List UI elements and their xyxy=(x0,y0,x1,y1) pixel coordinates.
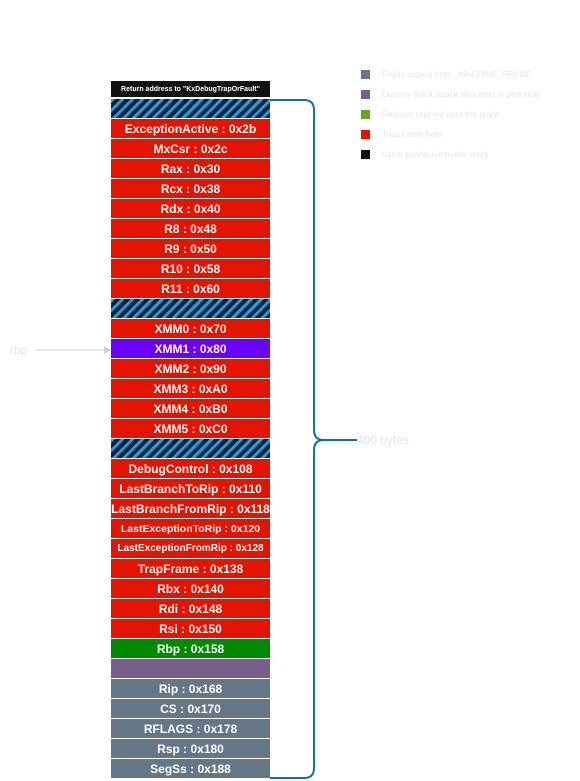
legend-item: Trap frame field xyxy=(361,124,539,144)
legend-swatch xyxy=(361,149,370,159)
stack-cell-cs: CS : 0x170 xyxy=(111,699,270,719)
legend-item: Value pushed onto the stack xyxy=(361,144,539,164)
stack-cell-return-address-to-kxdebugtraporfault: Return address to "KxDebugTrapOrFault" xyxy=(111,81,270,99)
stack-cell-pad-18 xyxy=(111,439,270,459)
stack-cell-r8: R8 : 0x48 xyxy=(111,219,270,239)
stack-diagram: Return address to "KxDebugTrapOrFault" Ex… xyxy=(111,81,270,779)
stack-cell-rax: Rax : 0x30 xyxy=(111,159,270,179)
stack-cell-lastexceptionfromrip: LastExceptionFromRip : 0x128 xyxy=(111,539,270,559)
stack-cell-pad-11 xyxy=(111,299,270,319)
stack-cell-xmm0: XMM0 : 0x70 xyxy=(111,319,270,339)
stack-cell-trapframe: TrapFrame : 0x138 xyxy=(111,559,270,579)
stack-size-label: 400 bytes xyxy=(357,433,410,447)
stack-cell-rcx: Rcx : 0x38 xyxy=(111,179,270,199)
stack-cell-rdi: Rdi : 0x148 xyxy=(111,599,270,619)
stack-cell-r9: R9 : 0x50 xyxy=(111,239,270,259)
legend-item: Fields copied from _MACHINE_FRAME xyxy=(361,64,539,84)
stack-cell-rsp: Rsp : 0x180 xyxy=(111,739,270,759)
legend-item: Dummy stack space allocated in prologue xyxy=(361,84,539,104)
legend-label: Value pushed onto the stack xyxy=(382,149,489,159)
stack-cell-pad-1 xyxy=(111,99,270,119)
stack-cell-xmm3: XMM3 : 0xA0 xyxy=(111,379,270,399)
legend-swatch xyxy=(361,69,370,79)
rbp-arrow xyxy=(36,346,111,354)
legend: Fields copied from _MACHINE_FRAME Dummy s… xyxy=(361,64,539,164)
legend-swatch xyxy=(361,129,370,139)
stack-cell-exceptionactive: ExceptionActive : 0x2b xyxy=(111,119,270,139)
stack-cell-rbp: Rbp : 0x158 xyxy=(111,639,270,659)
stack-cell-xmm4: XMM4 : 0xB0 xyxy=(111,399,270,419)
legend-label: Dummy stack space allocated in prologue xyxy=(382,89,540,99)
stack-cell-dummy-29 xyxy=(111,659,270,679)
stack-cell-lastexceptiontorip: LastExceptionToRip : 0x120 xyxy=(111,519,270,539)
stack-cell-r10: R10 : 0x58 xyxy=(111,259,270,279)
stack-cell-segss: SegSs : 0x188 xyxy=(111,759,270,779)
stack-cell-xmm1: XMM1 : 0x80 xyxy=(111,339,270,359)
stack-cell-rip: Rip : 0x168 xyxy=(111,679,270,699)
stack-cell-debugcontrol: DebugControl : 0x108 xyxy=(111,459,270,479)
stack-cell-lastbranchtorip: LastBranchToRip : 0x110 xyxy=(111,479,270,499)
stack-cell-rflags: RFLAGS : 0x178 xyxy=(111,719,270,739)
rbp-pointer-label: rbp xyxy=(10,343,28,357)
legend-label: Trap frame field xyxy=(382,129,442,139)
legend-swatch xyxy=(361,109,370,119)
stack-cell-lastbranchfromrip: LastBranchFromRip : 0x118 xyxy=(111,499,270,519)
stack-cell-xmm2: XMM2 : 0x90 xyxy=(111,359,270,379)
stack-cell-rsi: Rsi : 0x150 xyxy=(111,619,270,639)
stack-cell-mxcsr: MxCsr : 0x2c xyxy=(111,139,270,159)
stack-cell-r11: R11 : 0x60 xyxy=(111,279,270,299)
legend-label: Register pushed onto the stack xyxy=(382,109,500,119)
stack-cell-rdx: Rdx : 0x40 xyxy=(111,199,270,219)
size-brace xyxy=(270,99,325,779)
legend-swatch xyxy=(361,89,370,99)
legend-item: Register pushed onto the stack xyxy=(361,104,539,124)
legend-label: Fields copied from _MACHINE_FRAME xyxy=(382,69,533,79)
stack-cell-rbx: Rbx : 0x140 xyxy=(111,579,270,599)
stack-cell-xmm5: XMM5 : 0xC0 xyxy=(111,419,270,439)
